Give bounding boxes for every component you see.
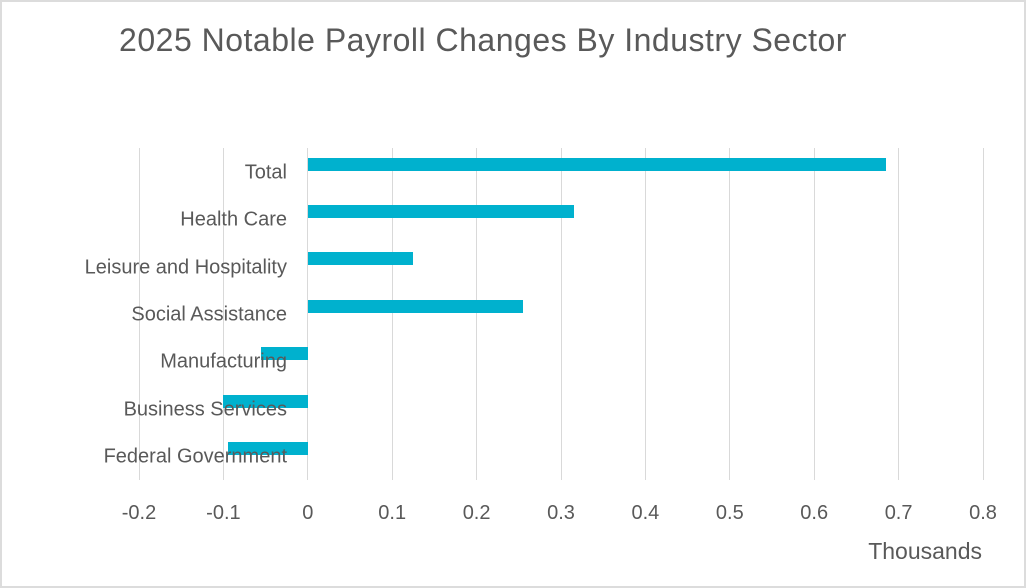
gridline-0.2 xyxy=(476,148,478,480)
x-tick-label-0.3: 0.3 xyxy=(547,502,575,524)
gridline-0.6 xyxy=(813,148,815,480)
x-tick-label-0.4: 0.4 xyxy=(631,502,660,524)
chart-title: 2025 Notable Payroll Changes By Industry… xyxy=(119,22,847,58)
x-tick-label--0.2: -0.2 xyxy=(121,502,157,524)
axis-unit-label: Thousands xyxy=(868,538,982,564)
gridline-0.1 xyxy=(391,148,393,480)
bar-total xyxy=(307,157,886,171)
category-label-total: Total xyxy=(244,161,287,184)
x-tick-label-0.5: 0.5 xyxy=(715,502,744,524)
x-tick-label-0.1: 0.1 xyxy=(378,502,407,524)
category-label-health-care: Health Care xyxy=(180,208,287,231)
category-label-manufacturing: Manufacturing xyxy=(160,350,287,373)
gridline--0.1 xyxy=(222,148,224,480)
x-tick-label-0.8: 0.8 xyxy=(969,502,997,524)
category-label-leisure-and-hospitality: Leisure and Hospitality xyxy=(84,256,287,279)
x-tick-label--0.1: -0.1 xyxy=(206,502,241,524)
x-tick-label-0.6: 0.6 xyxy=(800,502,829,524)
gridline-0.5 xyxy=(729,148,731,480)
category-label-social-assistance: Social Assistance xyxy=(131,303,287,326)
x-tick-label-0.2: 0.2 xyxy=(462,502,491,524)
category-label-business-services: Business Services xyxy=(123,398,287,421)
gridline-0.8 xyxy=(982,148,984,480)
category-label-federal-government: Federal Government xyxy=(103,445,287,468)
gridline--0.2 xyxy=(138,148,140,480)
x-tick-label-0: 0 xyxy=(302,502,314,524)
gridline-0.3 xyxy=(560,148,562,480)
bar-manufacturing xyxy=(261,347,308,361)
plot-area xyxy=(138,148,984,480)
bar-social-assistance xyxy=(307,299,524,313)
bar-business-services xyxy=(223,394,308,408)
bar-leisure-and-hospitality xyxy=(307,252,414,266)
gridline-0 xyxy=(307,148,309,480)
bar-federal-government xyxy=(227,442,308,456)
x-tick-label-0.7: 0.7 xyxy=(884,502,913,524)
gridline-0.7 xyxy=(898,148,900,480)
bar-health-care xyxy=(307,204,574,218)
gridline-0.4 xyxy=(644,148,646,480)
